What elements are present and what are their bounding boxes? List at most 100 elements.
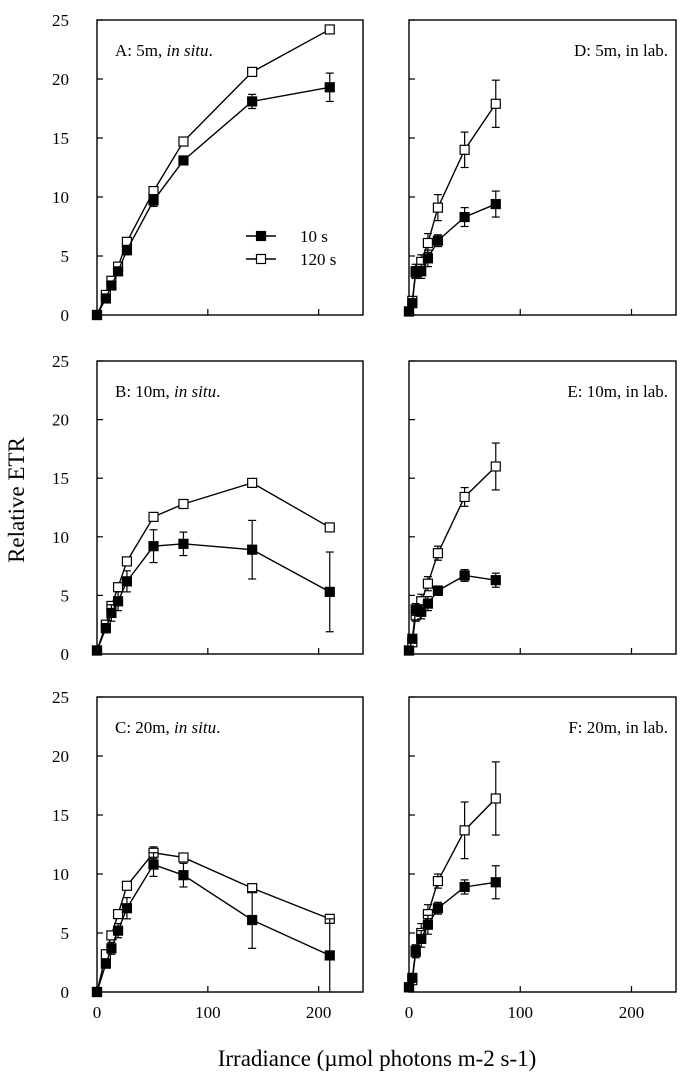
series-10s bbox=[91, 519, 335, 656]
marker-filled bbox=[422, 253, 434, 264]
marker-filled bbox=[148, 541, 159, 552]
series-line bbox=[408, 103, 497, 312]
marker-filled bbox=[148, 859, 159, 870]
y-tick-label: 20 bbox=[52, 747, 69, 766]
marker-filled bbox=[403, 645, 415, 656]
series-line bbox=[408, 465, 497, 651]
legend-marker-open bbox=[255, 253, 267, 265]
marker-open bbox=[432, 548, 444, 559]
marker-filled bbox=[112, 266, 124, 277]
x-tick-label: 200 bbox=[306, 1003, 332, 1022]
marker-filled bbox=[410, 945, 421, 956]
marker-filled bbox=[416, 266, 427, 277]
x-tick-label: 0 bbox=[405, 1003, 414, 1022]
x-axis-title: Irradiance (µmol photons m-2 s-1) bbox=[218, 1046, 537, 1071]
panel-title: B: 10m, in situ. bbox=[115, 382, 220, 401]
y-tick-label: 25 bbox=[52, 688, 69, 707]
marker-open bbox=[459, 491, 470, 503]
series-10s bbox=[403, 865, 501, 993]
series-10s bbox=[91, 72, 335, 321]
marker-filled bbox=[490, 575, 501, 586]
marker-filled bbox=[459, 570, 470, 581]
panel-title: F: 20m, in lab. bbox=[568, 718, 668, 737]
series-line bbox=[96, 482, 331, 651]
panel-c: 0 5 10 15 20 25 0 100 200 C: 20m, in situ. bbox=[52, 688, 364, 1022]
series-line bbox=[408, 797, 497, 988]
marker-filled bbox=[432, 585, 444, 596]
marker-filled bbox=[100, 293, 111, 304]
marker-filled bbox=[112, 925, 124, 936]
marker-filled bbox=[91, 309, 103, 321]
marker-filled bbox=[100, 958, 111, 969]
panel-d: D: 5m, in lab. bbox=[403, 19, 677, 317]
marker-open bbox=[112, 582, 124, 593]
marker-filled bbox=[416, 606, 427, 617]
y-tick-label: 10 bbox=[52, 865, 69, 884]
marker-open bbox=[247, 66, 258, 78]
marker-filled bbox=[178, 155, 189, 166]
series-10s bbox=[91, 852, 335, 998]
series-line bbox=[96, 28, 331, 316]
marker-filled bbox=[100, 623, 111, 634]
legend-label: 10 s bbox=[300, 227, 328, 246]
marker-open bbox=[112, 909, 124, 920]
marker-filled bbox=[247, 544, 258, 555]
marker-open bbox=[178, 852, 189, 863]
marker-filled bbox=[112, 596, 124, 607]
series-line bbox=[96, 852, 331, 993]
y-axis-title: Relative ETR bbox=[4, 436, 29, 562]
panel-frame bbox=[408, 360, 677, 655]
legend: 10 s 120 s bbox=[246, 227, 336, 269]
marker-open bbox=[422, 578, 434, 589]
marker-open bbox=[432, 875, 444, 887]
marker-filled bbox=[324, 950, 335, 961]
panel-b: 0 5 10 15 20 25 B: 10m, in situ. bbox=[52, 352, 364, 664]
series-10s bbox=[403, 569, 501, 656]
marker-open bbox=[432, 202, 444, 213]
panel-frame bbox=[96, 360, 364, 655]
series-120s bbox=[403, 442, 501, 656]
marker-filled bbox=[432, 903, 444, 914]
y-tick-label: 15 bbox=[52, 806, 69, 825]
marker-filled bbox=[247, 914, 258, 926]
panel-frame bbox=[96, 696, 364, 993]
y-tick-label: 0 bbox=[61, 983, 70, 1002]
marker-open bbox=[148, 511, 159, 522]
marker-open bbox=[324, 522, 335, 533]
marker-open bbox=[459, 825, 470, 836]
x-tick-label: 100 bbox=[195, 1003, 221, 1022]
x-tick-label: 200 bbox=[619, 1003, 645, 1022]
series-120s bbox=[91, 846, 335, 998]
marker-filled bbox=[324, 82, 335, 93]
y-tick-label: 5 bbox=[61, 247, 70, 266]
panel-title: E: 10m, in lab. bbox=[567, 382, 668, 401]
marker-open bbox=[121, 880, 133, 891]
marker-filled bbox=[178, 538, 189, 549]
marker-filled bbox=[403, 982, 415, 993]
marker-filled bbox=[148, 195, 159, 206]
series-120s bbox=[403, 79, 501, 317]
x-tick-label: 100 bbox=[508, 1003, 534, 1022]
x-tick-label: 0 bbox=[93, 1003, 102, 1022]
marker-open bbox=[490, 793, 501, 804]
marker-filled bbox=[91, 645, 103, 656]
marker-filled bbox=[407, 633, 418, 644]
marker-open bbox=[490, 461, 501, 472]
panel-f: 0 100 200 F: 20m, in lab. bbox=[403, 696, 677, 1022]
marker-filled bbox=[121, 245, 133, 256]
marker-filled bbox=[324, 586, 335, 597]
legend-marker-filled bbox=[255, 230, 267, 242]
marker-open bbox=[490, 98, 501, 109]
series-120s bbox=[91, 477, 335, 656]
marker-filled bbox=[403, 306, 415, 317]
panel-title: D: 5m, in lab. bbox=[574, 41, 668, 60]
marker-filled bbox=[459, 211, 470, 223]
y-tick-label: 20 bbox=[52, 411, 69, 430]
marker-open bbox=[178, 136, 189, 147]
y-tick-label: 0 bbox=[61, 306, 70, 325]
y-tick-label: 10 bbox=[52, 188, 69, 207]
series-120s bbox=[403, 761, 501, 993]
marker-filled bbox=[91, 986, 103, 998]
panel-frame bbox=[96, 19, 364, 316]
